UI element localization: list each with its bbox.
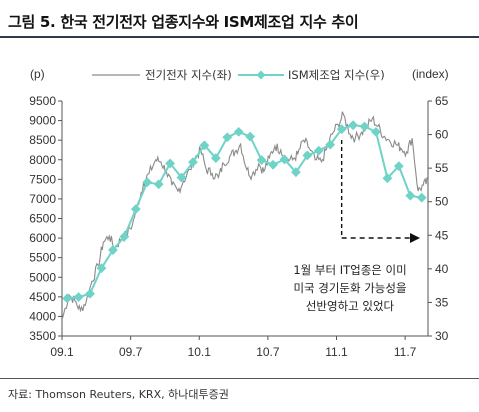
ism-point [313, 145, 324, 156]
left-tick-label: 7500 [29, 172, 56, 186]
ism-point [359, 121, 370, 132]
x-tick-label: 11.7 [394, 345, 417, 359]
ism-point [142, 177, 153, 188]
ism-point [291, 167, 301, 178]
ism-point [268, 159, 278, 170]
legend-label-ism: ISM제조업 지수(우) [288, 68, 385, 82]
legend: 전기전자 지수(좌) ISM제조업 지수(우) [92, 68, 385, 82]
ism-point [393, 161, 404, 172]
right-tick-label: 30 [435, 329, 449, 343]
left-tick-label: 7000 [29, 192, 56, 206]
series-layer [61, 111, 429, 319]
source-note: 자료: Thomson Reuters, KRX, 하나대투증권 [8, 388, 229, 401]
ism-point [371, 126, 381, 137]
ism-point [188, 157, 198, 168]
left-tick-label: 5000 [29, 270, 56, 284]
ism-point [256, 155, 267, 165]
ism-point [336, 124, 347, 135]
x-tick-label: 10.1 [188, 345, 212, 359]
left-tick-label: 3500 [29, 329, 56, 343]
ism-point [416, 192, 427, 203]
ism-point [245, 131, 256, 142]
ism-point [279, 154, 290, 165]
annotation-text-line: 1월 부터 IT업종은 이미 [293, 263, 406, 277]
ism-point [176, 172, 187, 183]
left-axis-unit: (p) [30, 67, 45, 81]
ism-point [119, 231, 130, 242]
x-tick-label: 10.7 [256, 345, 280, 359]
ism-point [405, 190, 416, 201]
left-tick-label: 8000 [29, 153, 56, 167]
ism-point [62, 293, 73, 304]
left-tick-label: 5500 [29, 251, 56, 265]
left-tick-label: 6500 [29, 212, 56, 226]
right-tick-label: 50 [435, 195, 449, 209]
right-tick-label: 55 [435, 161, 449, 175]
left-tick-label: 9500 [29, 94, 56, 108]
ism-point [210, 153, 221, 163]
legend-marker-ism [256, 70, 266, 80]
ism-point [222, 132, 233, 143]
ism-point [325, 139, 336, 150]
ism-point [348, 120, 359, 131]
title-rule [0, 36, 479, 38]
ism-point [199, 140, 210, 151]
ism-point [108, 245, 118, 255]
x-tick-label: 09.1 [50, 345, 74, 359]
right-tick-label: 40 [435, 262, 449, 276]
annotation-box [275, 258, 423, 320]
right-tick-label: 65 [435, 94, 449, 108]
ism-point [85, 288, 95, 299]
annotation-text-line: 선반영하고 있었다 [306, 299, 395, 313]
annotation-text-line: 미국 경기둔화 가능성을 [293, 281, 406, 295]
ism-point [165, 158, 176, 169]
right-tick-label: 35 [435, 295, 449, 309]
ism-point [302, 150, 313, 161]
ism-point [73, 292, 84, 302]
ism-point [153, 179, 164, 190]
right-tick-label: 60 [435, 128, 449, 142]
x-tick-label: 09.7 [119, 345, 143, 359]
ism-point [382, 173, 393, 184]
left-tick-label: 8500 [29, 133, 56, 147]
right-axis-unit: (index) [412, 67, 449, 81]
footer-rule [0, 378, 479, 379]
left-tick-label: 4000 [29, 309, 56, 323]
legend-label-electronics: 전기전자 지수(좌) [145, 68, 232, 82]
axes: 3500 4000 4500 5000 5500 6000 6500 7000 7500 8000… [29, 67, 448, 359]
ism-point [233, 126, 244, 137]
right-tick-label: 45 [435, 228, 449, 242]
ism-point [130, 204, 141, 215]
figure-title: 그림 5. 한국 전기전자 업종지수와 ISM제조업 지수 추이 [8, 13, 359, 31]
line-chart: 3500 4000 4500 5000 5500 6000 6500 7000 7500 8000… [29, 67, 448, 359]
annotation-arrowhead [410, 233, 420, 243]
left-tick-label: 9000 [29, 114, 56, 128]
left-tick-label: 6000 [29, 231, 56, 245]
x-tick-label: 11.1 [325, 345, 348, 359]
left-tick-label: 4500 [29, 290, 56, 304]
ism-point [96, 263, 107, 274]
